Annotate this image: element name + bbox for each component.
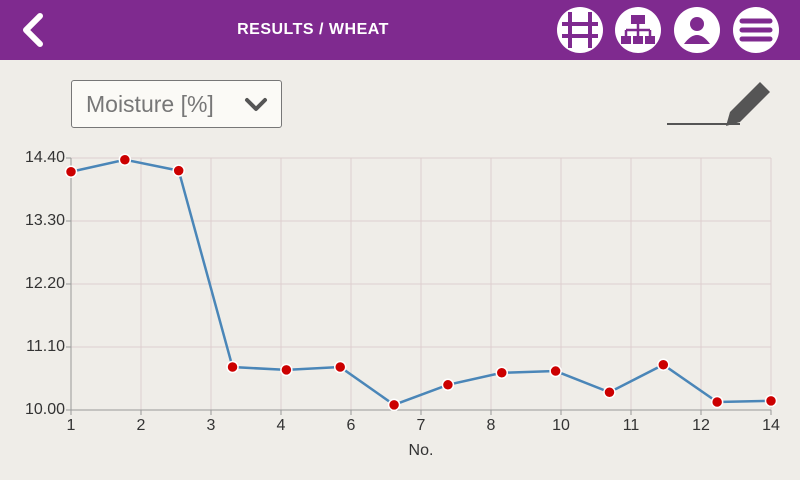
user-button[interactable] xyxy=(674,7,720,53)
y-tick-label: 13.30 xyxy=(25,212,65,229)
data-point xyxy=(603,385,616,399)
y-tick-label: 12.20 xyxy=(25,275,65,292)
data-point xyxy=(441,378,455,392)
x-tick-label: 4 xyxy=(277,417,286,434)
data-line xyxy=(70,158,772,407)
data-point xyxy=(64,165,78,178)
parameter-dropdown[interactable]: Moisture [%] xyxy=(71,80,282,128)
header: RESULTS / WHEAT xyxy=(0,0,800,60)
header-icons xyxy=(23,7,779,53)
grid-button[interactable] xyxy=(557,7,603,53)
data-point xyxy=(387,398,401,412)
data-point xyxy=(549,364,562,378)
x-tick-label: 14 xyxy=(762,417,780,434)
x-tick-label: 11 xyxy=(623,417,640,434)
y-tick-label: 14.40 xyxy=(25,149,65,166)
x-tick-label: 10 xyxy=(552,417,570,434)
data-point xyxy=(226,360,239,374)
network-button[interactable] xyxy=(615,7,661,53)
x-tick-label: 2 xyxy=(137,417,146,434)
data-point xyxy=(280,363,293,377)
data-point xyxy=(333,360,347,374)
x-tick-label: 1 xyxy=(67,417,76,434)
data-point xyxy=(172,164,185,177)
data-point xyxy=(495,366,509,380)
back-button[interactable] xyxy=(23,13,43,47)
y-tick-label: 11.10 xyxy=(26,338,65,355)
x-tick-label: 8 xyxy=(487,417,496,434)
header-title: RESULTS / WHEAT xyxy=(237,21,389,38)
data-point xyxy=(118,153,132,166)
edit-button[interactable] xyxy=(667,82,770,126)
y-tick-label: 10.00 xyxy=(25,401,65,418)
x-axis-label: No. xyxy=(409,442,434,459)
menu-button[interactable] xyxy=(733,7,779,53)
x-tick-label: 12 xyxy=(692,417,710,434)
data-point xyxy=(657,358,670,372)
data-point xyxy=(710,395,724,409)
dropdown-arrow xyxy=(245,98,267,111)
x-tick-label: 6 xyxy=(347,417,356,434)
x-tick-label: 7 xyxy=(417,417,426,434)
data-point xyxy=(764,394,778,408)
x-tick-label: 3 xyxy=(207,417,216,434)
dropdown-label: Moisture [%] xyxy=(86,91,214,117)
